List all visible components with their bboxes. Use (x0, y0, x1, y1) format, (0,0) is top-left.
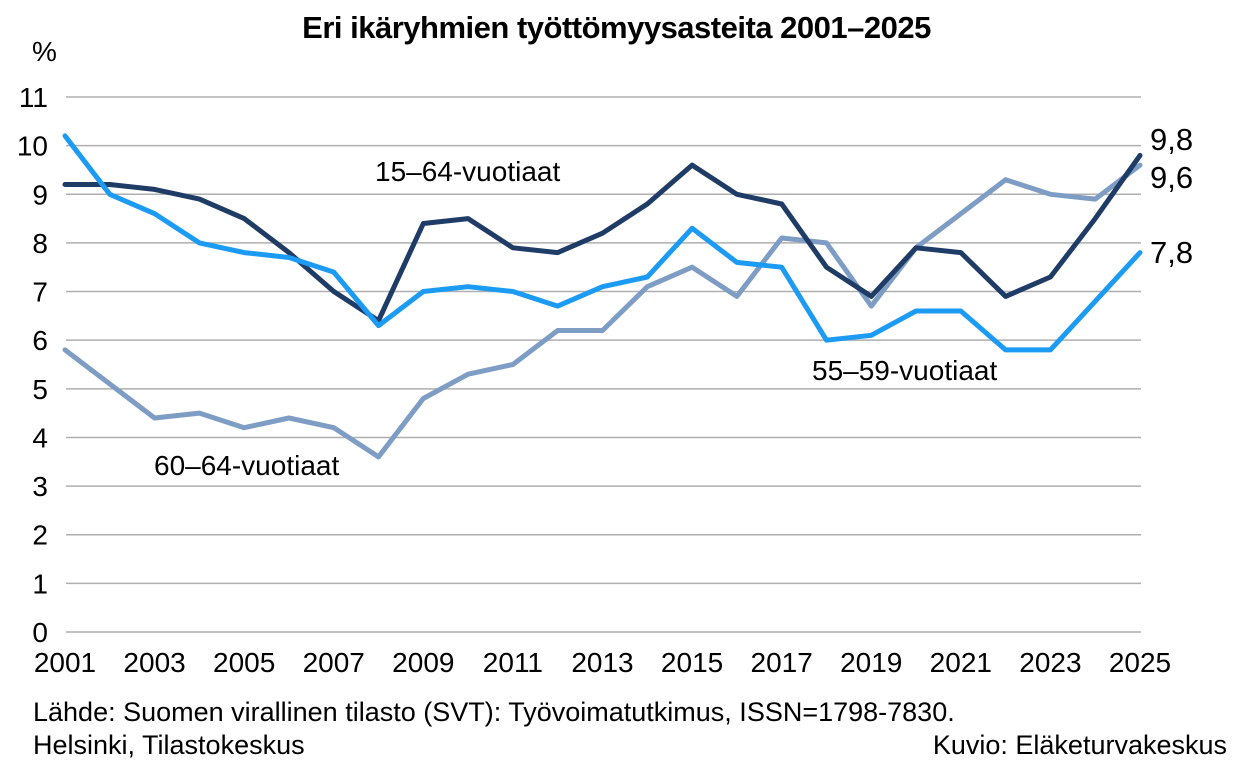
y-tick-label-6: 6 (32, 325, 48, 356)
x-tick-label-2021: 2021 (930, 647, 992, 678)
end-value-label-15-64: 9,8 (1150, 122, 1194, 157)
chart-title: Eri ikäryhmien työttömyysasteita 2001–20… (302, 10, 931, 45)
series-line-55-59 (62, 133, 1143, 353)
x-tick-label-2011: 2011 (483, 647, 543, 678)
y-tick-label-5: 5 (32, 374, 48, 405)
y-tick-label-11: 11 (19, 82, 48, 113)
x-tick-label-2003: 2003 (123, 647, 185, 678)
y-tick-label-10: 10 (17, 131, 48, 162)
chart-credit: Kuvio: Eläketurvakeskus (932, 730, 1227, 760)
x-tick-label-2019: 2019 (840, 647, 902, 678)
series-label-15-64: 15–64-vuotiaat (375, 156, 561, 187)
x-tick-label-2001: 2001 (34, 647, 96, 678)
series-line-60-64 (62, 162, 1143, 460)
y-tick-label-2: 2 (32, 520, 48, 551)
x-tick-label-2013: 2013 (571, 647, 633, 678)
x-tick-label-2007: 2007 (303, 647, 365, 678)
y-axis-unit-label: % (32, 36, 57, 67)
source-text-line-2: Helsinki, Tilastokeskus (33, 730, 305, 760)
y-tick-label-0: 0 (32, 617, 48, 648)
x-tick-label-2009: 2009 (392, 647, 454, 678)
end-value-label-55-59: 7,8 (1150, 235, 1194, 270)
series-label-60-64: 60–64-vuotiaat (154, 450, 340, 481)
y-tick-label-4: 4 (32, 422, 48, 453)
x-tick-label-2017: 2017 (751, 647, 813, 678)
y-tick-label-3: 3 (32, 471, 48, 502)
x-tick-label-2023: 2023 (1019, 647, 1081, 678)
source-text-line-1: Lähde: Suomen virallinen tilasto (SVT): … (33, 697, 955, 727)
series-line-15-64 (62, 152, 1143, 324)
y-tick-label-8: 8 (32, 228, 48, 259)
y-tick-label-1: 1 (32, 568, 48, 599)
x-tick-label-2005: 2005 (213, 647, 275, 678)
y-tick-label-7: 7 (32, 277, 48, 308)
series-label-55-59: 55–59-vuotiaat (812, 355, 998, 386)
x-tick-label-2015: 2015 (661, 647, 723, 678)
end-value-label-60-64: 9,6 (1150, 160, 1194, 195)
x-tick-label-2025: 2025 (1109, 647, 1171, 678)
y-tick-label-9: 9 (32, 179, 48, 210)
